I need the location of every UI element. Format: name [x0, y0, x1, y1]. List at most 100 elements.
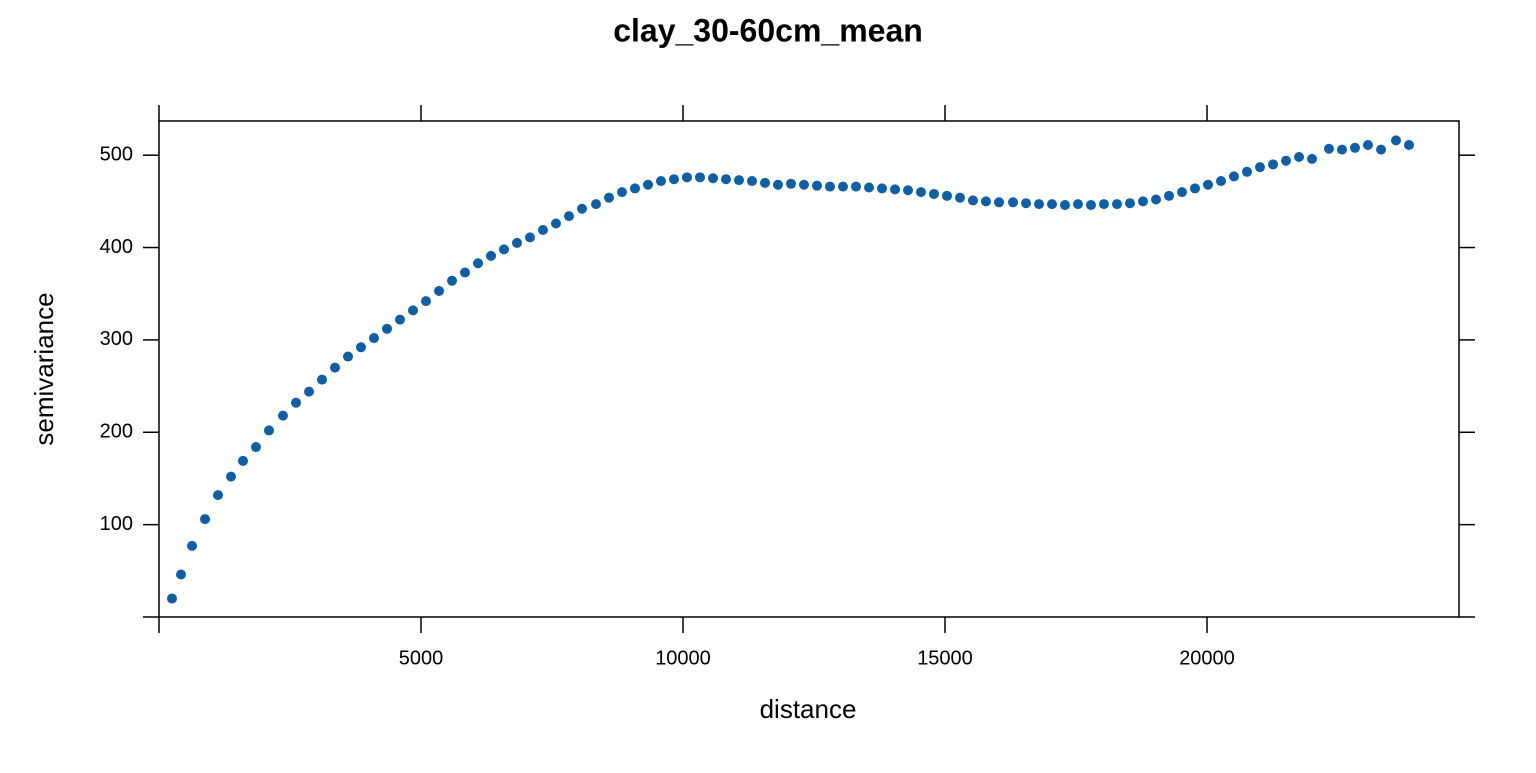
- point: [1060, 200, 1071, 211]
- point: [381, 323, 392, 334]
- point: [1177, 187, 1188, 198]
- x-tick-label: 10000: [655, 647, 711, 669]
- point: [1254, 162, 1265, 173]
- point: [1404, 140, 1415, 151]
- point: [1034, 199, 1045, 210]
- point: [563, 211, 574, 222]
- x-tick-label: 20000: [1179, 647, 1235, 669]
- point: [1281, 155, 1292, 166]
- point: [343, 351, 354, 362]
- point: [1241, 166, 1252, 177]
- point: [1124, 198, 1135, 209]
- point: [721, 174, 732, 185]
- point: [837, 181, 848, 192]
- point: [916, 187, 927, 198]
- point: [524, 232, 535, 243]
- point: [864, 182, 875, 193]
- point: [708, 173, 719, 184]
- x-tick-label: 5000: [399, 647, 444, 669]
- point: [903, 185, 914, 196]
- point: [368, 333, 379, 344]
- point: [851, 181, 862, 192]
- point: [317, 374, 328, 385]
- point: [1190, 183, 1201, 194]
- point: [1336, 144, 1347, 155]
- plot-frame: [158, 120, 1460, 618]
- point: [929, 188, 940, 199]
- point: [1047, 199, 1058, 210]
- point: [617, 187, 628, 198]
- point: [747, 176, 758, 187]
- point: [225, 471, 236, 482]
- y-tick-label: 400: [100, 236, 133, 258]
- y-tick-label: 300: [100, 328, 133, 350]
- point: [1098, 199, 1109, 210]
- point: [330, 362, 341, 373]
- point: [994, 197, 1005, 208]
- point: [356, 342, 367, 353]
- point: [734, 175, 745, 186]
- point: [1021, 198, 1032, 209]
- y-tick-label: 500: [100, 143, 133, 165]
- point: [642, 179, 653, 190]
- point: [237, 455, 248, 466]
- point: [1008, 197, 1019, 208]
- y-axis-label: semivariance: [29, 292, 59, 445]
- point: [1294, 152, 1305, 163]
- point: [263, 425, 274, 436]
- point: [213, 490, 224, 501]
- point: [511, 237, 522, 248]
- point: [773, 179, 784, 190]
- y-tick-label: 200: [100, 421, 133, 443]
- point: [811, 180, 822, 191]
- point: [1307, 153, 1318, 164]
- point: [473, 258, 484, 269]
- point: [1085, 200, 1096, 211]
- y-tick-label: 100: [100, 513, 133, 535]
- point: [877, 183, 888, 194]
- point: [786, 178, 797, 189]
- point: [499, 244, 510, 255]
- point: [681, 172, 692, 183]
- point: [577, 203, 588, 214]
- point: [1349, 142, 1360, 153]
- point: [1164, 190, 1175, 201]
- point: [407, 305, 418, 316]
- point: [668, 174, 679, 185]
- point: [250, 442, 261, 453]
- point: [1072, 199, 1083, 210]
- point: [187, 540, 198, 551]
- point: [277, 410, 288, 421]
- point: [1268, 159, 1279, 170]
- point: [486, 250, 497, 261]
- point: [798, 179, 809, 190]
- point: [1376, 144, 1387, 155]
- point: [941, 190, 952, 201]
- point: [550, 218, 561, 229]
- point: [1362, 140, 1373, 151]
- point: [1151, 194, 1162, 205]
- point: [1215, 176, 1226, 187]
- point: [200, 514, 211, 525]
- chart-title: clay_30-60cm_mean: [613, 12, 923, 48]
- point: [176, 569, 187, 580]
- point: [604, 192, 615, 203]
- point: [1111, 199, 1122, 210]
- point: [394, 314, 405, 325]
- point: [760, 177, 771, 188]
- point: [420, 296, 431, 307]
- point: [460, 267, 471, 278]
- point: [1391, 135, 1402, 146]
- point: [1228, 171, 1239, 182]
- point: [537, 224, 548, 235]
- point: [291, 397, 302, 408]
- point: [1323, 143, 1334, 154]
- x-axis-label: distance: [760, 694, 857, 724]
- point: [954, 192, 965, 203]
- point: [824, 181, 835, 192]
- point: [166, 593, 177, 604]
- point: [1203, 179, 1214, 190]
- point: [967, 195, 978, 206]
- point: [304, 386, 315, 397]
